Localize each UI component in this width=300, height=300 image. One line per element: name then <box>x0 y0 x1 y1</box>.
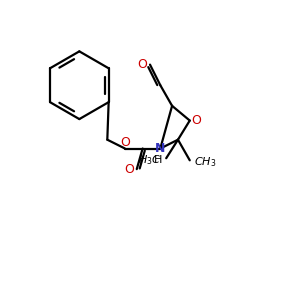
Text: O: O <box>138 58 148 71</box>
Text: O: O <box>120 136 130 148</box>
Text: O: O <box>124 163 134 176</box>
Text: H: H <box>153 155 162 165</box>
Text: N: N <box>155 142 166 155</box>
Text: $CH_3$: $CH_3$ <box>194 155 217 169</box>
Text: O: O <box>191 114 201 127</box>
Text: $H_3C$: $H_3C$ <box>138 153 162 166</box>
